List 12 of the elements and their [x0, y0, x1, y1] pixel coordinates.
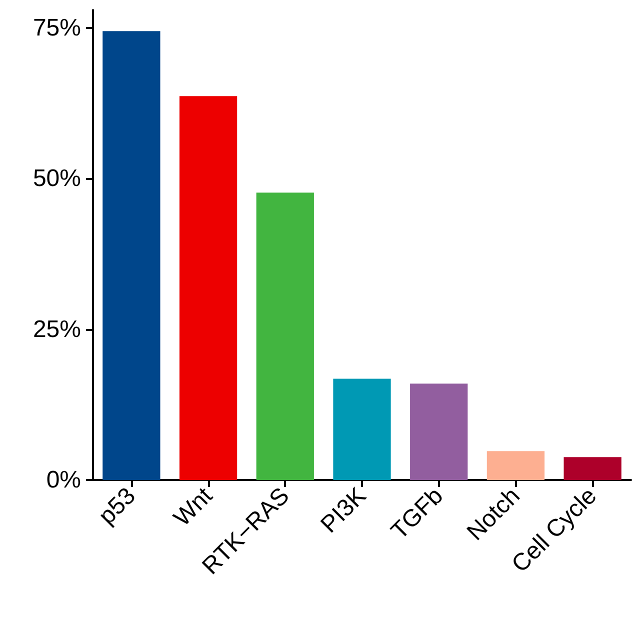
bar [410, 384, 468, 480]
x-tick-label: p53 [94, 482, 141, 530]
bar [333, 378, 391, 480]
bar [256, 192, 314, 480]
y-tick-label: 0% [46, 466, 81, 494]
bar [179, 96, 238, 480]
bar [486, 451, 545, 480]
bar [102, 31, 160, 480]
y-tick-label: 50% [32, 165, 81, 192]
bar [564, 457, 622, 480]
y-tick-label: 25% [32, 316, 81, 343]
y-tick-label: 75% [32, 14, 81, 42]
